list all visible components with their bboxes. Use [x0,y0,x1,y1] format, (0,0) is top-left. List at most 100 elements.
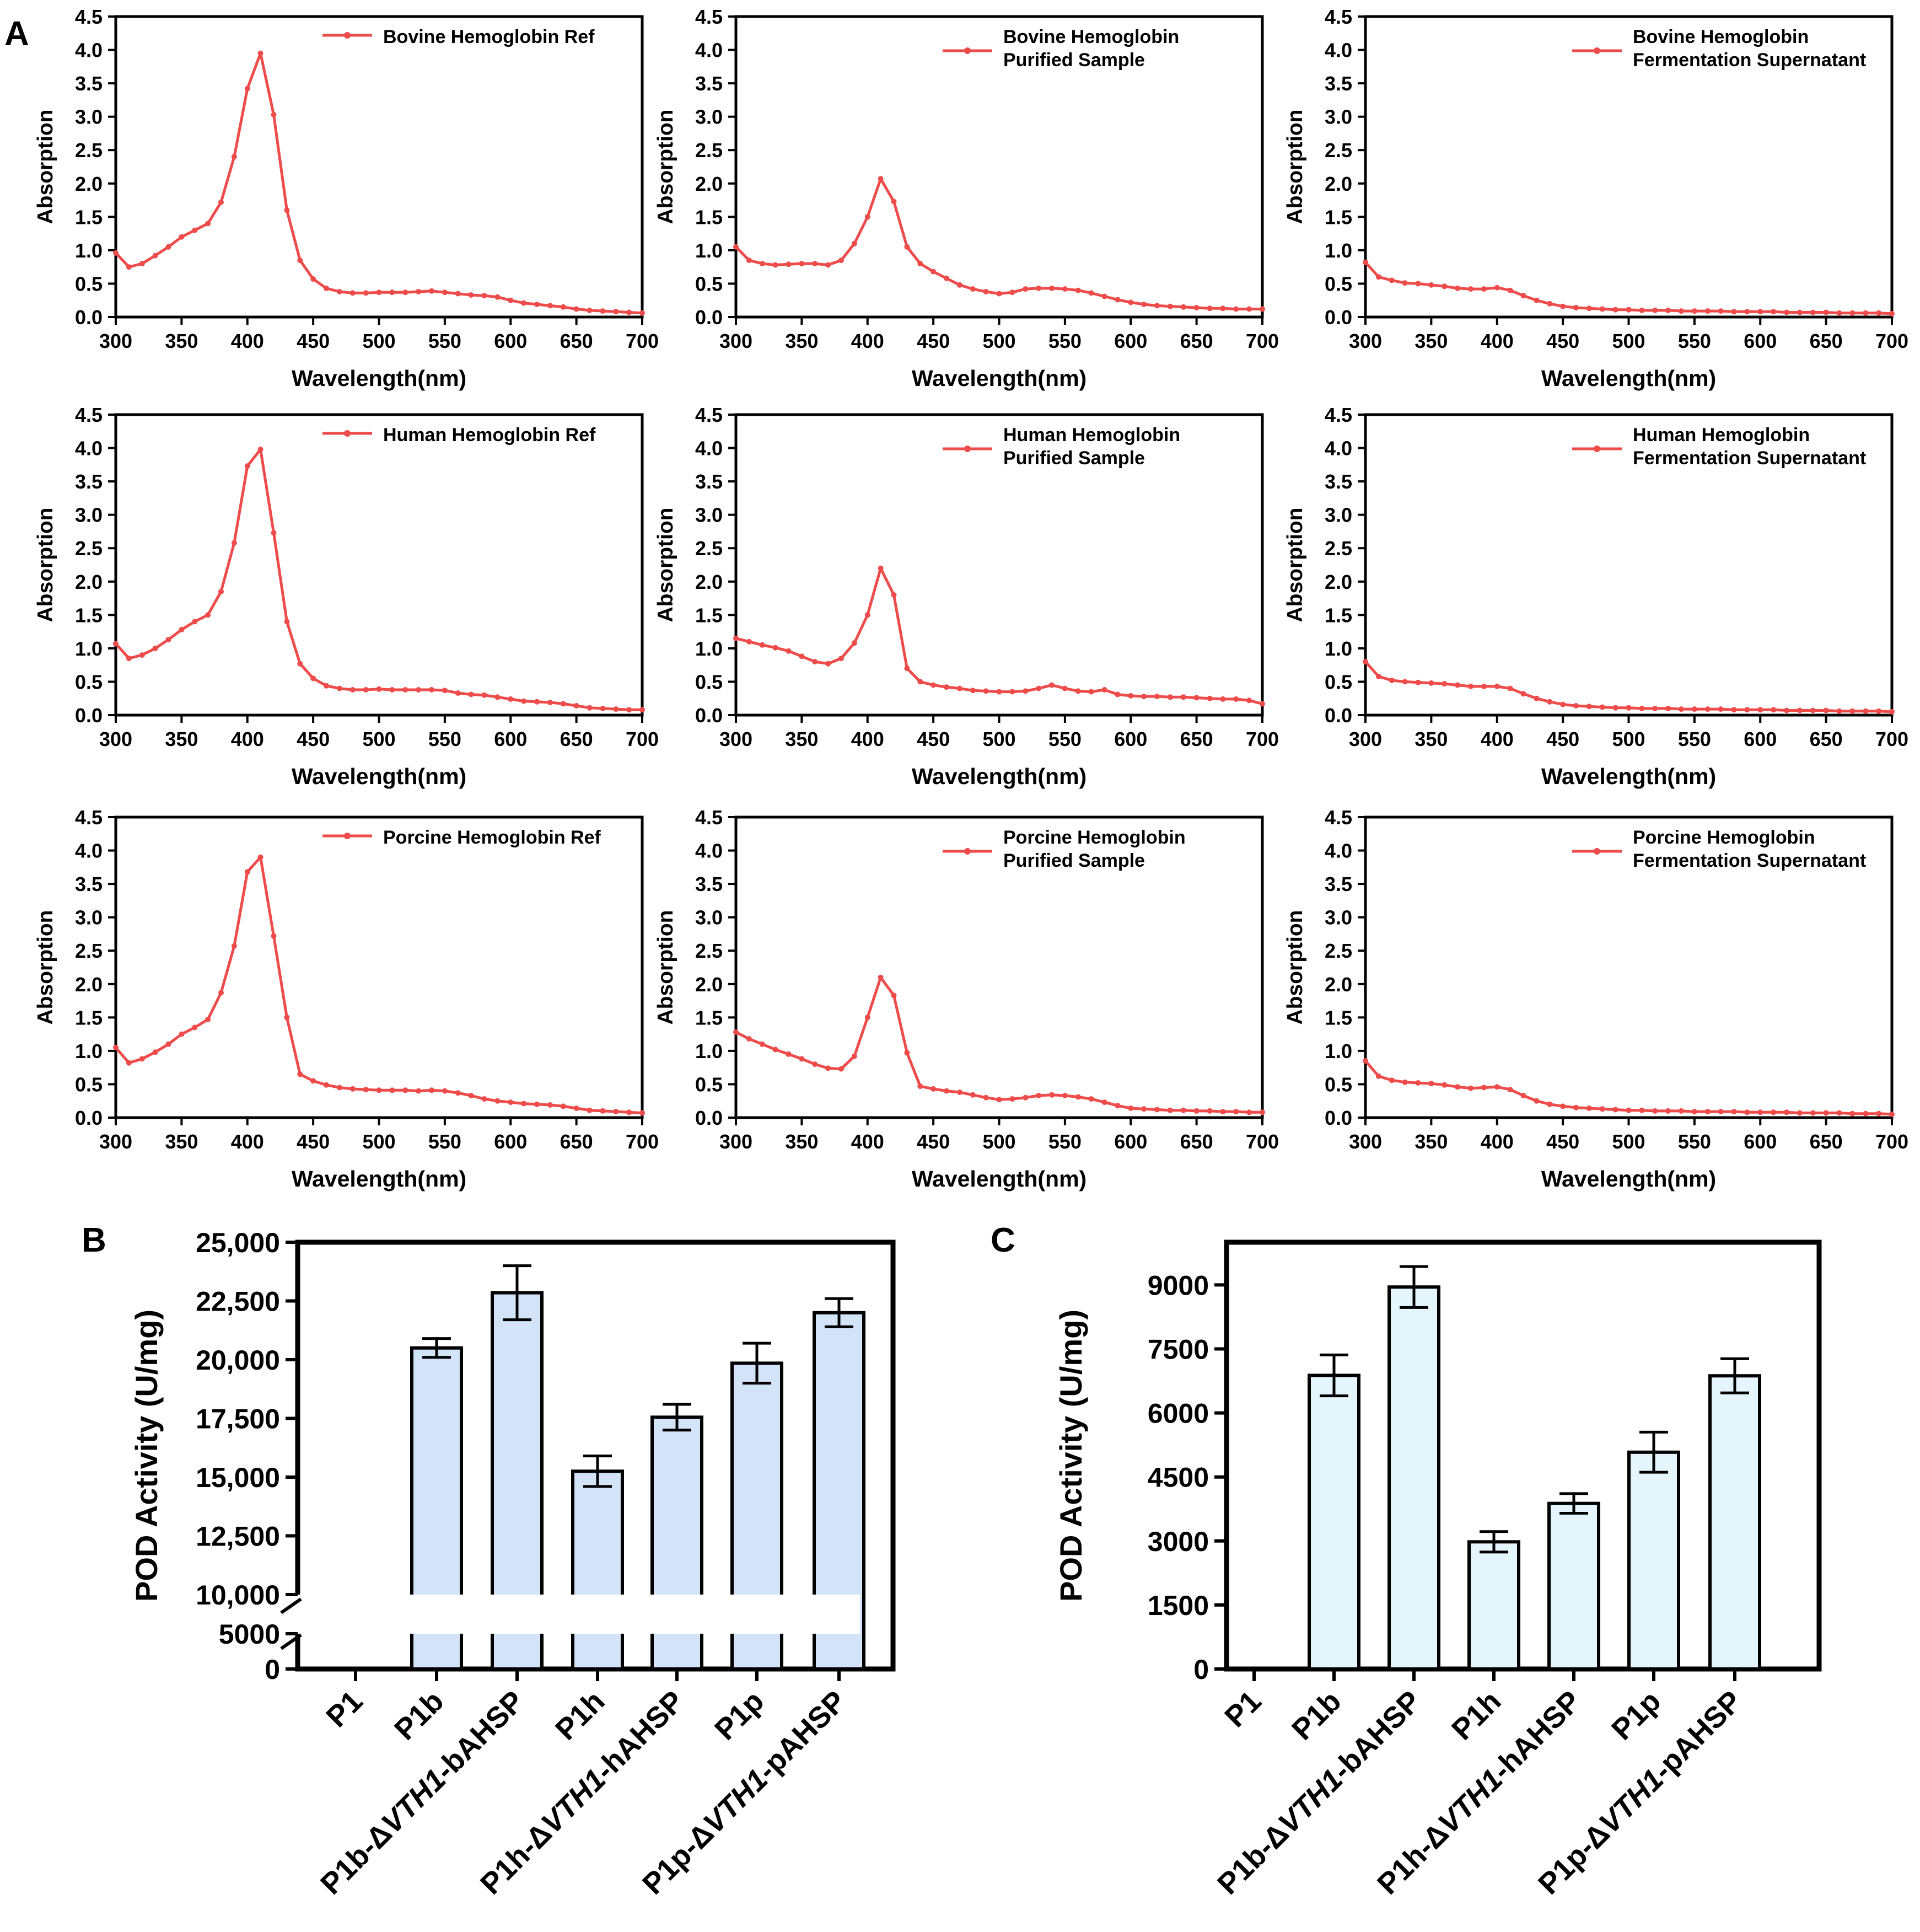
spectrum-chart-4: 300 350 400 450 500 550 600 650 700 0.0 0.5 1.0 1.5 2… [34,404,659,789]
data-point [1180,1107,1186,1113]
data-point [1207,305,1213,312]
y-tick-label: 2.5 [1325,139,1352,162]
data-point [1784,707,1789,713]
data-point [139,1056,145,1062]
data-point [1075,688,1081,694]
data-point [613,309,619,315]
data-point [1128,299,1134,305]
y-tick-label: 2.5 [1325,537,1352,560]
data-point [838,1066,844,1072]
x-axis-label: Wavelength(nm) [292,366,466,391]
y-tick-label: 1.0 [1325,1040,1352,1062]
data-point [1507,287,1513,293]
y-tick-label: 4.0 [1325,437,1352,460]
x-axis-label: Wavelength(nm) [292,1166,466,1192]
data-point [442,1088,448,1094]
data-point [956,685,962,691]
data-point [376,289,382,296]
data-point [733,244,739,250]
data-point [560,701,566,707]
data-point [1679,308,1684,314]
bar [1547,1501,1600,1671]
data-point [851,240,857,246]
data-point [1718,1109,1724,1115]
x-tick-label: P1b [1286,1684,1347,1746]
data-point [931,682,937,688]
x-tick-label-part: P1p [1605,1684,1667,1746]
data-point [284,619,290,625]
data-point [1023,286,1029,292]
y-tick-label: 0.5 [75,1073,103,1096]
data-point [1784,309,1789,315]
x-tick-label-part: P1b-Δ [1211,1817,1295,1901]
x-tick-label: 300 [1349,1130,1382,1153]
y-tick-label: 4.5 [695,404,723,426]
data-point [1246,306,1252,312]
data-point [429,687,434,693]
y-tick-label: 3.5 [75,873,103,895]
spectrum-chart-1: 300 350 400 450 500 550 600 650 700 0.0 0.5 1.0 1.5 2… [34,6,659,391]
y-tick-label: 4.5 [75,6,103,28]
data-point [1757,1109,1763,1115]
x-tick-label: 300 [99,1130,132,1153]
x-tick-label: 700 [626,1130,659,1153]
x-tick-label: 450 [297,330,330,352]
x-axis-label: Wavelength(nm) [1541,366,1716,391]
y-tick-label: 0 [265,1654,280,1685]
data-point [891,198,897,205]
data-point [1207,1108,1213,1114]
data-point [917,679,923,685]
data-point [1009,689,1015,695]
data-point [1220,1109,1226,1115]
legend-marker [964,47,971,54]
y-tick-label: 15,000 [196,1462,280,1493]
data-point [349,290,356,296]
legend-text: Purified Sample [1003,850,1145,871]
y-tick-label: 1.5 [695,604,723,626]
x-tick-label: 500 [362,330,395,352]
plot-frame [734,815,1264,1119]
x-tick-label: 550 [1678,330,1711,352]
data-point [812,1061,818,1067]
data-point [231,540,237,546]
data-point [113,250,119,256]
data-point [639,310,645,316]
x-tick-label: 500 [982,1130,1015,1153]
data-point [1626,705,1632,711]
data-point [1560,1103,1566,1109]
data-point [179,627,185,632]
x-tick-label: 550 [1048,728,1082,750]
y-axis-label: Absorption [34,508,57,622]
data-point [970,688,976,694]
y-tick-label: 4.0 [1325,840,1352,862]
spectrum-line [735,177,1262,310]
data-point [1534,297,1540,303]
data-point [1573,703,1579,709]
y-tick-label: 3.5 [75,470,103,493]
plot-frame [114,413,644,717]
data-point [534,1101,540,1107]
data-point [996,1097,1002,1103]
data-point [1101,687,1107,693]
data-point [1534,1098,1540,1104]
data-point [1088,689,1094,695]
data-point [613,1109,619,1115]
y-tick-label: 0.0 [75,306,103,329]
x-tick-label: 600 [1114,1130,1147,1153]
x-tick-label: 300 [1349,330,1382,352]
data-point [1560,303,1566,309]
data-point [1023,1094,1029,1101]
y-tick-label: 4.0 [75,437,103,460]
y-tick-label: 2.0 [695,173,723,195]
data-point [1823,309,1829,315]
x-tick-label-part: P1p-Δ [636,1817,720,1901]
x-tick-label: 600 [1114,728,1147,750]
axis-break-gap [287,1595,860,1634]
x-tick-label: 650 [560,1130,593,1153]
data-point [1704,308,1711,314]
x-tick-label: 300 [719,728,752,750]
y-tick-label: 1.0 [1325,637,1352,660]
x-tick-label-part: -bAHSP [429,1684,531,1786]
data-point [1246,1109,1252,1115]
